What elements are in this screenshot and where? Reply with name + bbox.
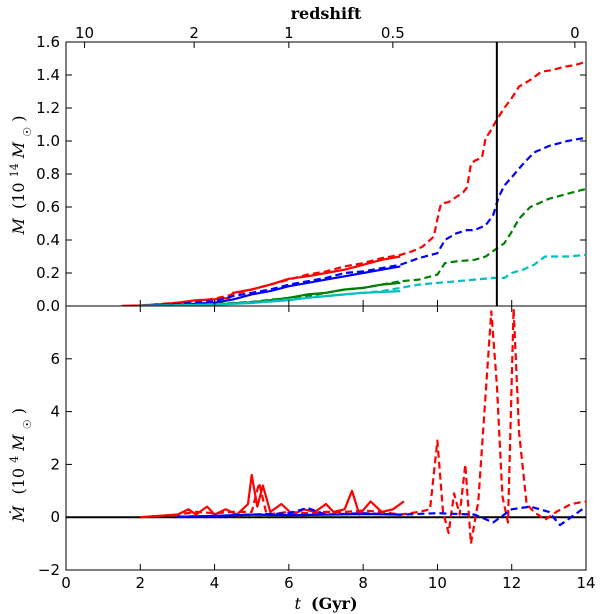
bottom-y-tick-label: 6 [50,350,60,368]
x-axis-title: t (Gyr) [294,594,357,613]
bottom-series-group [66,307,586,545]
bottom-y-axis-tail: M [9,434,28,452]
x-tick-label: 14 [576,574,595,592]
x-tick-label: 6 [284,574,294,592]
top-y-axis-units: (10 [9,182,28,209]
top-y-tick-label: 1.0 [36,132,60,150]
redshift-ticks: 10 2 1 0.5 0 [75,24,580,48]
bottom-y-axis-units: (10 [9,468,28,495]
series-line-red-dashed [140,307,586,545]
series-line-blue-solid [177,512,401,518]
top-y-tick-label: 1.4 [36,66,60,84]
x-axis-units: (Gyr) [311,594,358,613]
top-y-tick-label: 1.2 [36,99,60,117]
top-y-axis-tail: M [9,141,28,159]
top-y-axis-close: ) [9,116,28,122]
top-panel: 0.0 0.2 0.4 0.6 0.8 1.0 1.2 1.4 1.6 10 2 1 0.5 0 red… [8,4,587,315]
top-panel-frame [65,41,587,307]
x-tick-label: 8 [358,574,368,592]
series-line-red-solid [121,255,401,306]
x-tick-label: 2 [136,574,146,592]
redshift-tick-label: 0 [570,24,580,42]
bottom-panel-frame [65,305,587,571]
series-line-red-dashed [140,60,586,306]
top-series-group [121,42,586,306]
bottom-y-axis-close: ) [9,408,28,414]
top-x-tickmarks [65,300,587,306]
series-line-cyan-dashed [140,253,586,306]
top-y-tick-label: 0.6 [36,198,60,216]
redshift-axis-title: redshift [291,4,362,23]
bottom-y-axis-symbol: Ṁ [8,505,28,523]
top-y-ticks: 0.0 0.2 0.4 0.6 0.8 1.0 1.2 1.4 1.6 [36,33,586,315]
top-y-tick-label: 0.2 [36,264,60,282]
top-y-axis-symbol: M [9,217,28,235]
bottom-y-axis-title: Ṁ (10 4 M ☉ ) [8,408,34,523]
top-y-tick-label: 0.8 [36,165,60,183]
x-tick-label: 10 [428,574,447,592]
x-axis-symbol: t [294,594,301,613]
redshift-tick-label: 2 [189,24,199,42]
bottom-y-tick-label: 4 [50,403,60,421]
series-line-red-solid [140,473,405,519]
redshift-tick-label: 1 [284,24,294,42]
bottom-x-ticks: 0 2 4 6 8 10 12 14 [61,306,596,592]
top-y-axis-exp: 14 [8,163,21,177]
series-line-blue-dashed [140,136,586,306]
top-y-tick-label: 0.0 [36,297,60,315]
bottom-y-tick-label: 2 [50,455,60,473]
top-y-axis-title: M (10 14 M ☉ ) [8,116,34,236]
top-y-tick-label: 0.4 [36,231,60,249]
bottom-y-axis-sub: ☉ [21,419,34,429]
top-y-tick-label: 1.6 [36,33,60,51]
redshift-tick-label: 10 [75,24,94,42]
bottom-y-tick-label: 0 [50,508,60,526]
x-tick-label: 12 [502,574,521,592]
series-line-blue-dashed [177,505,586,527]
series-line-cyan-solid [140,290,401,306]
x-tick-label: 4 [210,574,220,592]
top-y-axis-sub: ☉ [21,127,34,137]
redshift-tick-label: 0.5 [381,24,405,42]
bottom-y-ticks: −2 0 2 4 6 [38,350,586,579]
bottom-y-axis-exp: 4 [8,456,21,463]
bottom-y-tick-label: −2 [38,561,60,579]
x-tick-label: 0 [61,574,71,592]
